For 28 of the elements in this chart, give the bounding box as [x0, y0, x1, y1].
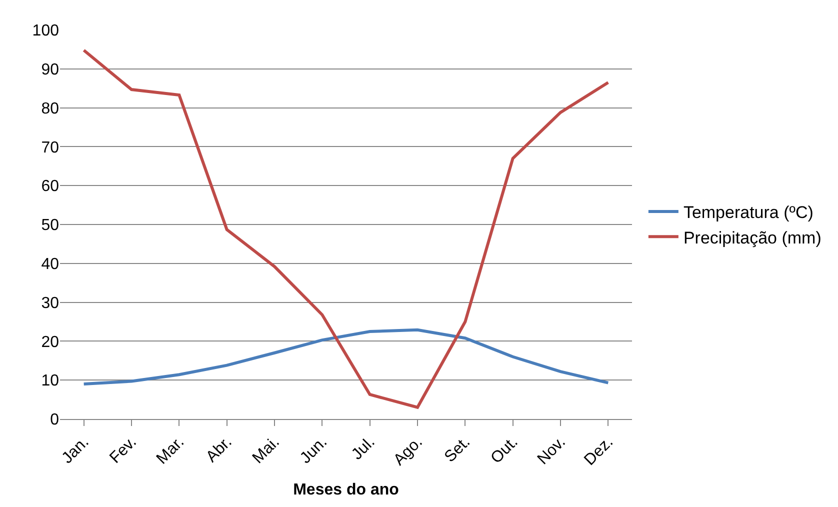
legend-label: Precipitação (mm)	[683, 228, 822, 248]
y-tick-label: 0	[50, 412, 60, 429]
y-tick-label: 40	[41, 256, 60, 273]
x-tick-label: Ago.	[390, 434, 426, 469]
line-series	[82, 48, 610, 409]
y-tick-label: 100	[32, 22, 60, 40]
x-tick-label: Dez.	[581, 434, 617, 469]
x-tick-label: Nov.	[534, 434, 569, 468]
x-tick-label: Jan.	[58, 434, 92, 468]
line-series	[82, 328, 610, 386]
x-tick-label: Fev.	[106, 434, 140, 467]
y-tick-label: 70	[41, 139, 60, 156]
legend-label: Temperatura (ºC)	[683, 203, 814, 222]
x-tick-label: Jun.	[297, 434, 331, 468]
y-tick-label: 60	[41, 178, 60, 196]
x-axis-title: Meses do ano	[293, 482, 400, 499]
y-tick-label: 80	[41, 100, 60, 118]
y-tick-label: 20	[41, 334, 60, 351]
x-tick-label: Mai.	[250, 434, 283, 468]
x-tick-label: Set.	[442, 434, 474, 466]
y-tick-label: 30	[41, 294, 60, 312]
y-tick-label: 90	[41, 62, 60, 78]
y-tick-label: 10	[41, 372, 60, 390]
x-tick-label: Out.	[488, 434, 522, 468]
x-tick-label: Mar.	[154, 434, 188, 468]
x-tick-label: Jul.	[348, 434, 378, 464]
x-tick-label: Abr.	[203, 434, 236, 466]
y-tick-label: 50	[41, 217, 60, 234]
